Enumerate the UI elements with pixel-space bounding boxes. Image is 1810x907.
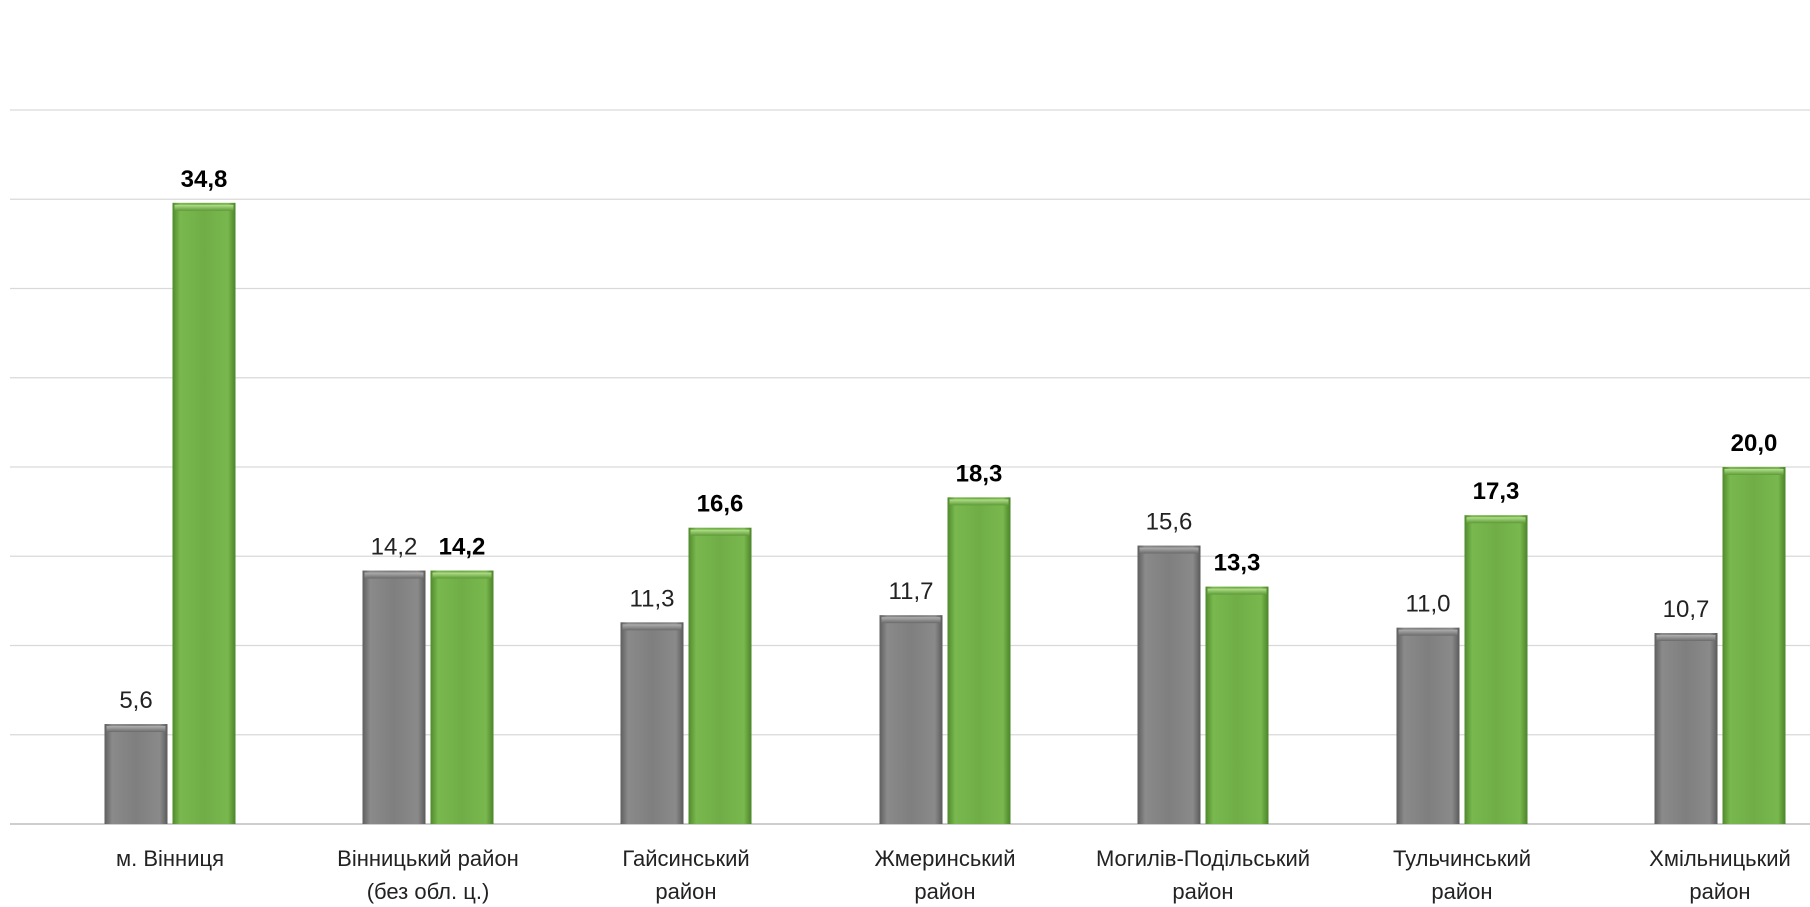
bar-bevel xyxy=(690,529,750,536)
data-label-green-5: 17,3 xyxy=(1473,478,1520,505)
bar-bevel xyxy=(881,617,941,624)
bar-bevel xyxy=(364,572,424,579)
category-axis: м. Вінниця Вінницький район (без обл. ц.) Г… xyxy=(116,846,1791,904)
data-label-green-0: 34,8 xyxy=(181,166,228,193)
bar-body xyxy=(947,497,1011,824)
category-label-line: район xyxy=(1689,879,1750,904)
bar-body xyxy=(1464,515,1528,824)
bar-green-4 xyxy=(1205,586,1269,824)
bar-body xyxy=(1722,467,1786,824)
bar-body xyxy=(1205,586,1269,824)
category-label-line: Гайсинський xyxy=(622,846,749,871)
data-label-green-4: 13,3 xyxy=(1214,550,1261,577)
bar-body xyxy=(430,570,494,824)
bar-bevel xyxy=(1398,629,1458,636)
bar-gray-1 xyxy=(362,570,426,824)
category-label-3: Жмеринський район xyxy=(874,846,1015,904)
bar-green-5 xyxy=(1464,515,1528,824)
bar-green-2 xyxy=(688,527,752,824)
bar-body xyxy=(1396,627,1460,824)
category-label-2: Гайсинський район xyxy=(622,846,749,904)
bar-gray-5 xyxy=(1396,627,1460,824)
bar-bevel xyxy=(174,204,234,211)
category-label-1: Вінницький район (без обл. ц.) xyxy=(337,846,519,904)
category-label-line: район xyxy=(1431,879,1492,904)
data-label-green-6: 20,0 xyxy=(1731,430,1778,457)
category-label-line: район xyxy=(1172,879,1233,904)
category-label-6: Хмільницький район xyxy=(1649,846,1791,904)
data-label-gray-6: 10,7 xyxy=(1663,596,1710,623)
category-label-5: Тульчинський район xyxy=(1393,846,1531,904)
bar-body xyxy=(104,724,168,824)
category-label-0: м. Вінниця xyxy=(116,846,224,871)
category-label-line: район xyxy=(655,879,716,904)
bar-gray-0 xyxy=(104,724,168,824)
bar-green-3 xyxy=(947,497,1011,824)
category-label-line: Жмеринський xyxy=(874,846,1015,871)
bar-gray-4 xyxy=(1137,545,1201,824)
bar-bevel xyxy=(1724,469,1784,475)
bar-body xyxy=(172,202,236,824)
data-labels: 5,6 34,8 14,2 14,2 11,3 16,6 11,7 18,3 15,6 13,3 1… xyxy=(119,166,1777,714)
bar-bevel xyxy=(106,726,166,733)
category-label-line: м. Вінниця xyxy=(116,846,224,871)
category-label-line: район xyxy=(914,879,975,904)
bar-bevel xyxy=(949,499,1009,506)
bar-green-1 xyxy=(430,570,494,824)
bar-body xyxy=(1137,545,1201,824)
bar-body xyxy=(688,527,752,824)
data-label-gray-2: 11,3 xyxy=(630,585,675,612)
bars xyxy=(104,202,1786,824)
bar-body xyxy=(620,622,684,824)
bar-gray-6 xyxy=(1654,633,1718,824)
data-label-green-3: 18,3 xyxy=(956,460,1003,487)
bar-bevel xyxy=(1466,517,1526,524)
category-label-line: Могилів-Подільський xyxy=(1096,846,1310,871)
bar-green-6 xyxy=(1722,467,1786,824)
gridlines xyxy=(10,109,1810,825)
data-label-gray-0: 5,6 xyxy=(119,687,152,714)
data-label-gray-3: 11,7 xyxy=(889,578,934,605)
category-label-line: Хмільницький xyxy=(1649,846,1791,871)
bar-bevel xyxy=(1656,635,1716,642)
bar-green-0 xyxy=(172,202,236,824)
data-label-gray-4: 15,6 xyxy=(1146,509,1193,536)
category-label-4: Могилів-Подільський район xyxy=(1096,846,1310,904)
category-label-line: Тульчинський xyxy=(1393,846,1531,871)
data-label-gray-1: 14,2 xyxy=(371,534,418,561)
category-label-line: Вінницький район xyxy=(337,846,519,871)
category-label-line: (без обл. ц.) xyxy=(367,879,490,904)
bar-bevel xyxy=(1139,547,1199,554)
bar-bevel xyxy=(1207,588,1267,595)
data-label-green-2: 16,6 xyxy=(697,491,744,518)
data-label-green-1: 14,2 xyxy=(439,534,486,561)
bar-body xyxy=(1654,633,1718,824)
data-label-gray-5: 11,0 xyxy=(1406,591,1451,618)
bar-body xyxy=(879,615,943,824)
bar-gray-2 xyxy=(620,622,684,824)
bar-body xyxy=(362,570,426,824)
bar-bevel xyxy=(622,624,682,631)
bar-bevel xyxy=(432,572,492,579)
bar-gray-3 xyxy=(879,615,943,824)
